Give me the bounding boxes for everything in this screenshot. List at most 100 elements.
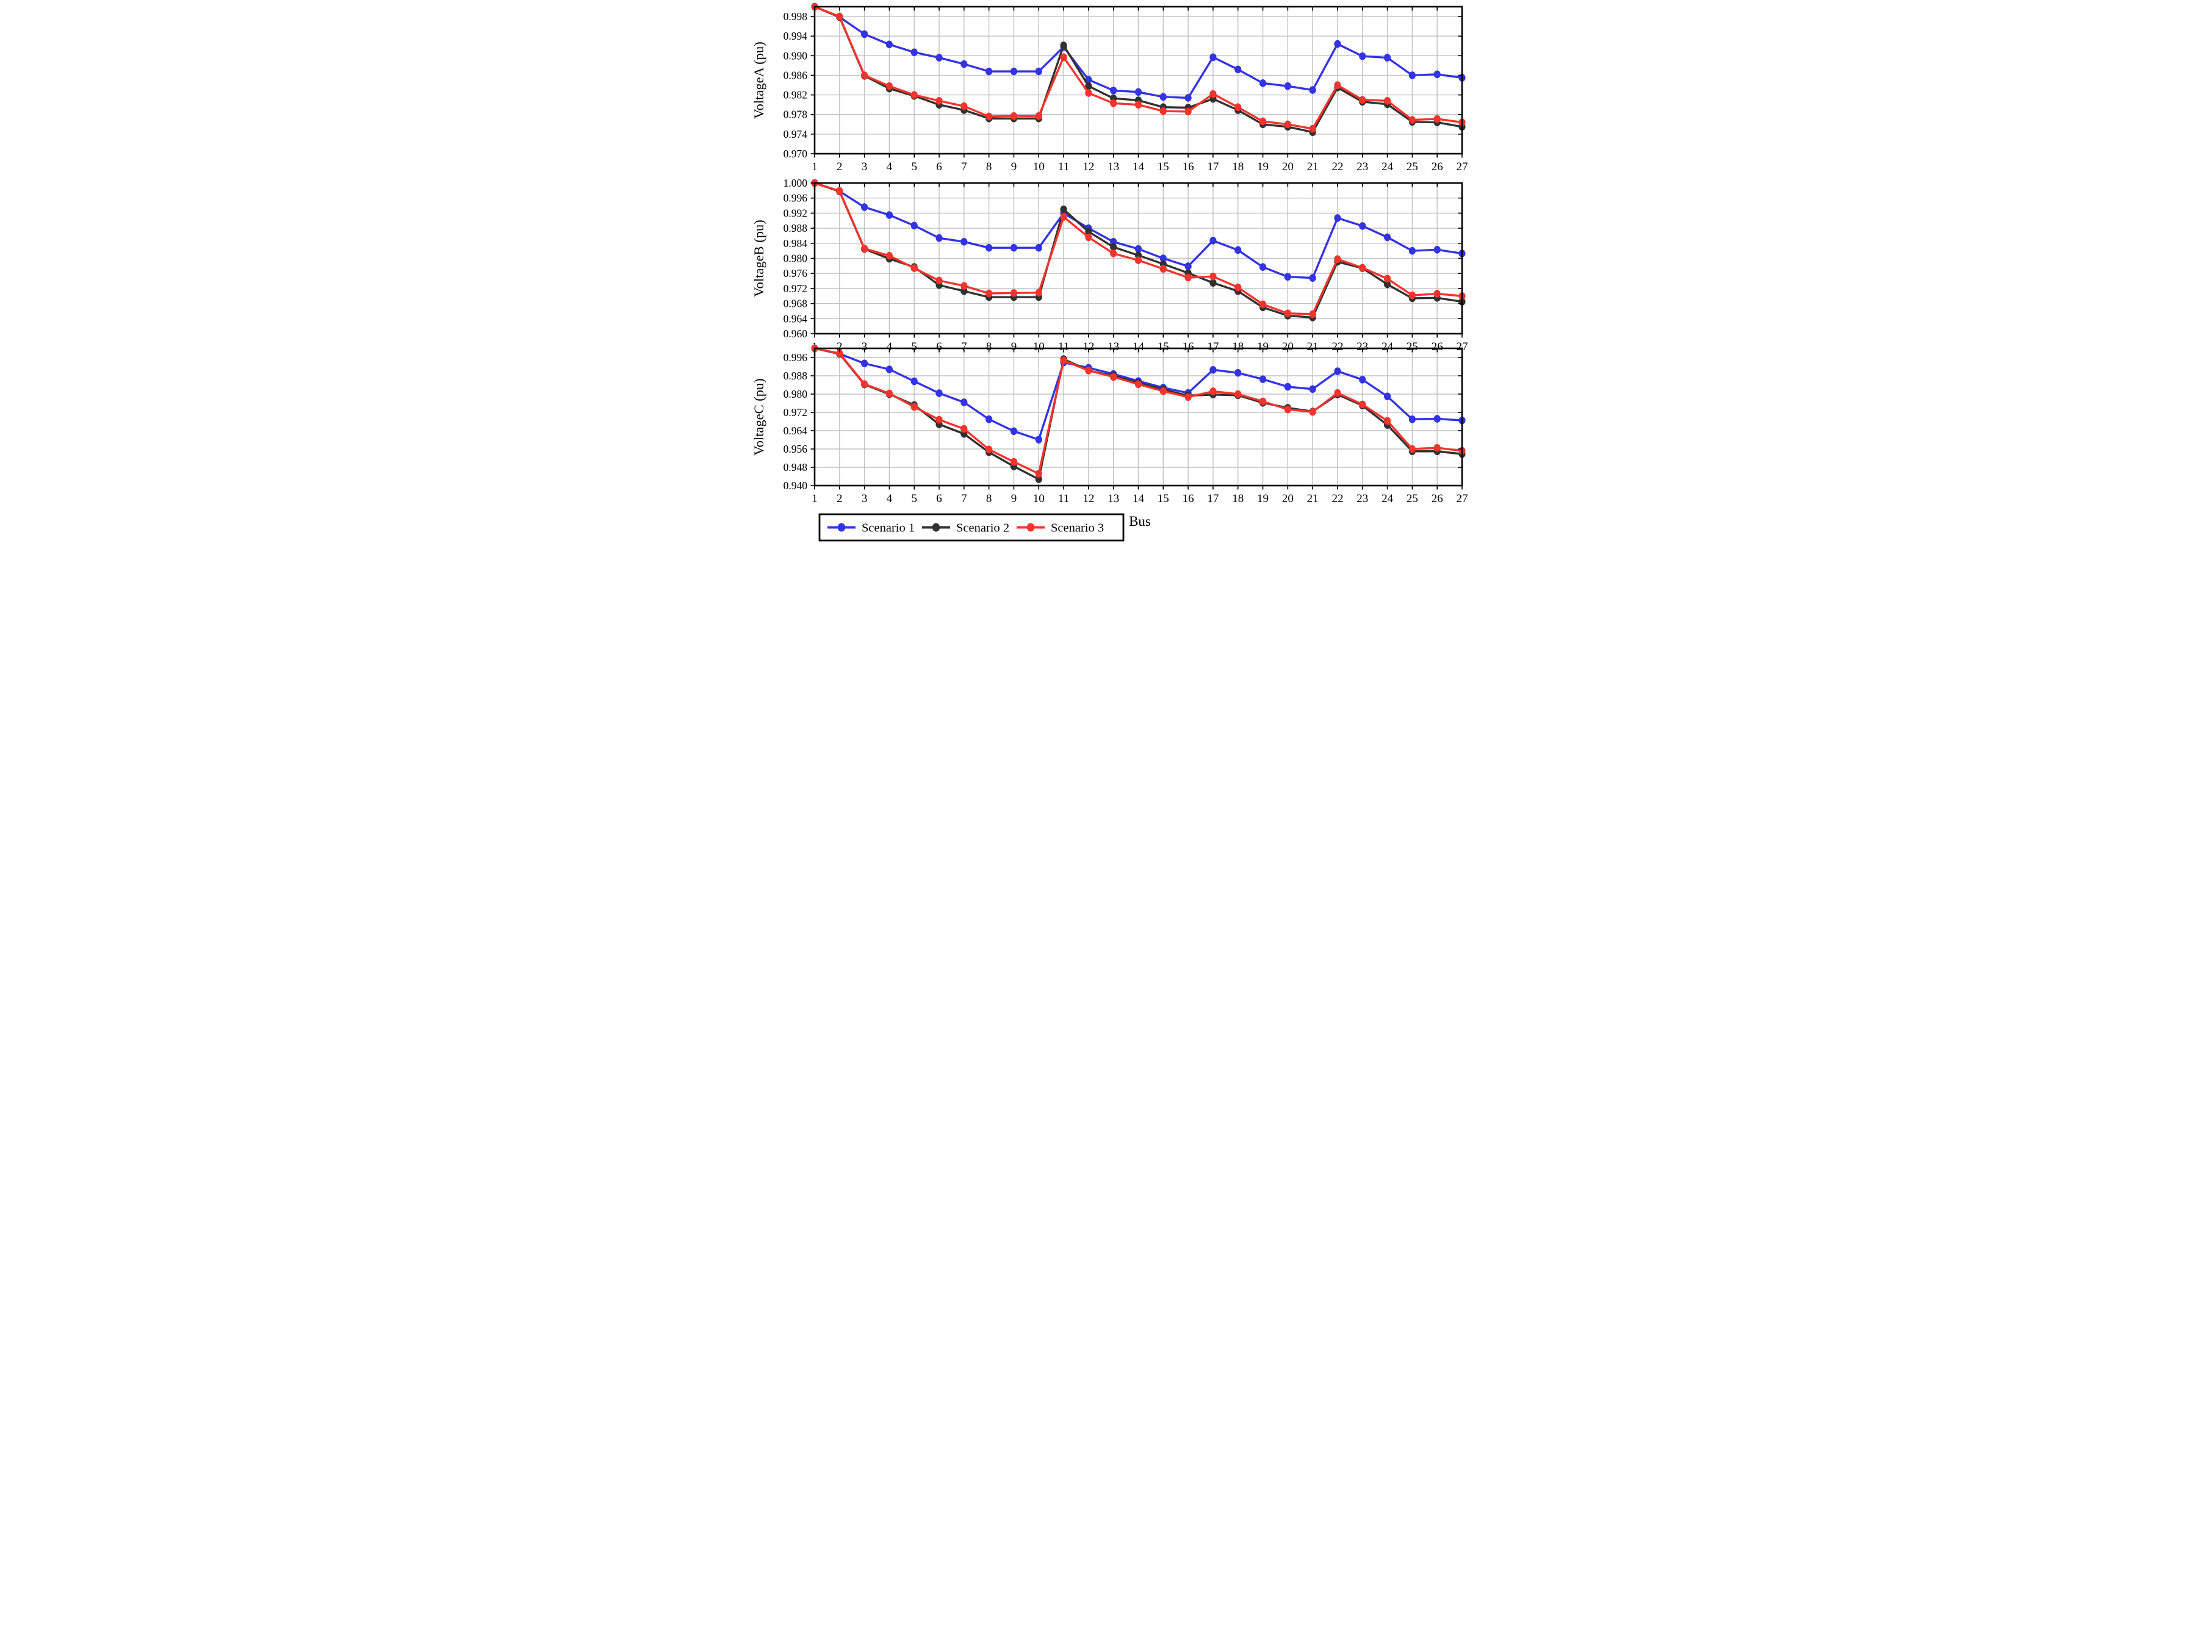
data-point-marker [1184, 107, 1192, 116]
subplot-voltagec-pu-: 0.996 0.988 0.980 0.972 0.964 0.956 0.948 0.940… [751, 344, 1468, 505]
data-point-marker [1109, 250, 1117, 257]
data-point-marker [1209, 90, 1217, 98]
x-tick-label: 10 [1032, 492, 1044, 505]
data-point-marker [1333, 255, 1341, 264]
data-point-marker [1184, 262, 1192, 270]
data-point-marker [1284, 82, 1291, 90]
data-point-marker [1059, 53, 1067, 62]
x-tick-label: 3 [861, 160, 867, 173]
data-point-marker [1358, 264, 1366, 272]
data-point-marker [1109, 238, 1117, 246]
x-tick-label: 16 [1182, 492, 1194, 505]
data-point-marker [1333, 367, 1341, 375]
x-tick-label: 24 [1382, 340, 1394, 353]
grid [813, 7, 1463, 154]
x-axis-title: Bus [1129, 514, 1151, 529]
data-point-marker [1284, 273, 1291, 281]
x-tick-label: 18 [1232, 340, 1244, 353]
data-point-marker [1433, 444, 1441, 452]
y-tick-label: 1.000 [783, 177, 807, 189]
data-point-marker [1184, 273, 1192, 282]
x-tick-label: 9 [1011, 340, 1017, 353]
data-point-marker [1134, 256, 1142, 264]
data-point-marker [1159, 93, 1167, 101]
x-tick-label: 1 [812, 492, 818, 505]
data-point-marker [1109, 373, 1117, 381]
y-tick-label: 0.972 [783, 406, 807, 418]
y-tick-label: 0.996 [783, 351, 807, 364]
series-scenario-3 [810, 179, 1466, 318]
data-point-marker [960, 425, 967, 433]
data-point-marker [1234, 103, 1241, 111]
data-point-marker [910, 403, 918, 411]
x-tick-label: 20 [1281, 492, 1293, 505]
data-point-marker [885, 211, 893, 219]
x-tick-label: 16 [1182, 160, 1194, 173]
x-tick-label: 20 [1281, 160, 1293, 173]
data-point-marker [1284, 120, 1291, 129]
data-point-marker [985, 67, 992, 76]
data-point-marker [1259, 79, 1266, 87]
data-point-marker [1358, 96, 1366, 104]
x-tick-label: 21 [1306, 160, 1318, 173]
y-axis-title: VoltageC (pu) [751, 378, 766, 455]
data-point-marker [885, 82, 893, 90]
x-tick-label: 24 [1382, 160, 1394, 173]
data-point-marker [1383, 275, 1391, 283]
data-point-marker [960, 282, 967, 290]
data-point-marker [1259, 397, 1266, 406]
data-point-marker [1259, 117, 1266, 126]
data-point-marker [1109, 87, 1117, 95]
x-tick-label: 7 [961, 160, 967, 173]
x-tick-label: 10 [1032, 160, 1044, 173]
x-tick-label: 17 [1207, 340, 1219, 353]
data-point-marker [1059, 213, 1067, 221]
data-point-marker [1333, 389, 1341, 397]
x-tick-label: 3 [861, 340, 867, 353]
data-point-marker [960, 60, 967, 68]
x-tick-label: 18 [1232, 492, 1244, 505]
subplot-voltageb-pu-: 1.000 0.996 0.992 0.988 0.984 0.980 0.976 0.972… [751, 177, 1468, 353]
y-tick-label: 0.960 [783, 328, 807, 340]
data-point-marker [1259, 263, 1266, 271]
x-tick-label: 18 [1232, 160, 1244, 173]
series-scenario-3 [810, 344, 1466, 478]
x-tick-label: 6 [936, 160, 942, 173]
data-point-marker [1134, 245, 1142, 253]
data-point-marker [885, 40, 893, 49]
x-tick-label: 17 [1207, 492, 1219, 505]
data-point-marker [1383, 280, 1391, 289]
data-point-marker [1433, 70, 1441, 79]
data-point-marker [885, 389, 893, 398]
y-tick-label: 0.980 [783, 388, 807, 400]
data-point-marker [1408, 445, 1416, 453]
data-point-marker [1433, 245, 1441, 254]
x-tick-label: 4 [886, 492, 892, 505]
data-point-marker [910, 264, 918, 272]
y-tick-label: 0.992 [783, 207, 807, 219]
legend-label: Scenario 1 [862, 522, 915, 535]
data-point-marker [860, 71, 868, 79]
data-point-marker [1035, 475, 1042, 483]
data-point-marker [1383, 54, 1391, 62]
data-point-marker [935, 96, 943, 105]
data-point-marker [1234, 368, 1241, 377]
x-tick-label: 8 [985, 492, 992, 505]
x-tick-label: 21 [1306, 492, 1318, 505]
x-tick-label: 13 [1108, 340, 1119, 353]
data-point-marker [1209, 365, 1217, 374]
data-point-marker [1109, 243, 1117, 251]
data-point-marker [1383, 233, 1391, 242]
x-tick-label: 26 [1431, 160, 1443, 173]
y-tick-label: 0.974 [783, 128, 807, 140]
x-tick-label: 22 [1331, 492, 1343, 505]
data-point-marker [1059, 205, 1067, 214]
y-tick-label: 0.970 [783, 148, 807, 160]
data-point-marker [1333, 81, 1341, 89]
y-tick-label: 0.964 [783, 425, 807, 437]
y-tick-label: 0.964 [783, 312, 807, 325]
data-point-marker [1333, 214, 1341, 222]
data-point-marker [1184, 94, 1192, 102]
data-point-marker [1333, 40, 1341, 48]
data-point-marker [885, 251, 893, 260]
